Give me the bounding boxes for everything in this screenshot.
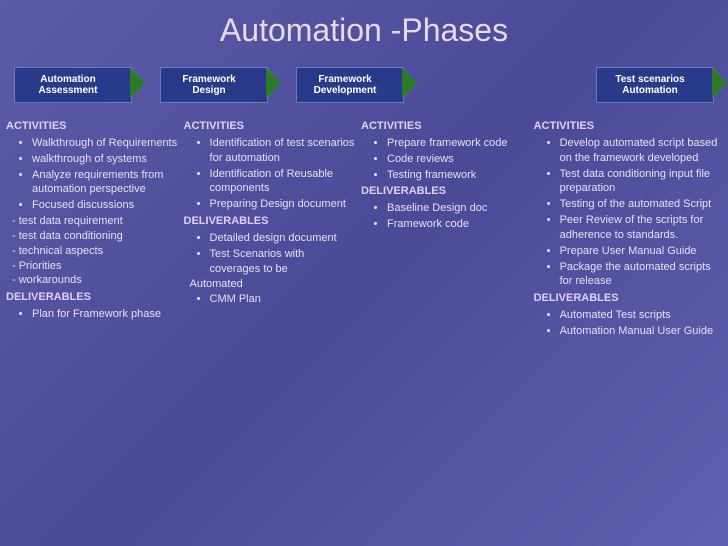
list-item: Identification of test scenarios for aut…: [210, 136, 358, 166]
bullet-list: Develop automated script based on the fr…: [534, 136, 722, 289]
arrow-icon: [713, 68, 727, 98]
list-item: Peer Review of the scripts for adherence…: [560, 213, 722, 243]
arrow-icon: [267, 68, 281, 98]
list-item: Focused discussions: [32, 198, 180, 213]
list-item: Prepare framework code: [387, 136, 530, 151]
list-item: Detailed design document: [210, 231, 358, 246]
bullet-list: Detailed design documentTest Scenarios w…: [184, 231, 358, 277]
list-item: Baseline Design doc: [387, 201, 530, 216]
list-item: walkthrough of systems: [32, 152, 180, 167]
list-item: Framework code: [387, 217, 530, 232]
phase-label: Framework Development: [305, 74, 385, 96]
section-head: DELIVERABLES: [534, 291, 722, 306]
section-head: ACTIVITIES: [184, 119, 358, 134]
phase-box-0: Automation Assessment: [14, 67, 132, 103]
list-item: Walkthrough of Requirements: [32, 136, 180, 151]
list-item: Analyze requirements from automation per…: [32, 168, 180, 198]
columns-container: ACTIVITIES Walkthrough of Requirementswal…: [0, 117, 728, 340]
bullet-list: Walkthrough of Requirementswalkthrough o…: [6, 136, 180, 213]
phase-box-3: Test scenarios Automation: [596, 67, 714, 103]
bullet-list: Plan for Framework phase: [6, 307, 180, 322]
page-title: Automation -Phases: [0, 0, 728, 67]
list-item: Automated Test scripts: [560, 308, 722, 323]
list-item: Develop automated script based on the fr…: [560, 136, 722, 166]
list-item: Plan for Framework phase: [32, 307, 180, 322]
phase-label: Framework Design: [169, 74, 249, 96]
list-item: Automation Manual User Guide: [560, 324, 722, 339]
phase-box-2: Framework Development: [296, 67, 404, 103]
bullet-list: Automated Test scriptsAutomation Manual …: [534, 308, 722, 339]
plain-line: - test data conditioning: [6, 229, 180, 244]
list-item: Test Scenarios with coverages to be: [210, 247, 358, 277]
phase-label: Automation Assessment: [23, 74, 113, 96]
section-head: DELIVERABLES: [6, 290, 180, 305]
list-item: Identification of Reusable components: [210, 167, 358, 197]
list-item: CMM Plan: [210, 292, 358, 307]
column-0: ACTIVITIES Walkthrough of Requirementswal…: [6, 117, 180, 340]
section-head: DELIVERABLES: [184, 214, 358, 229]
column-1: ACTIVITIES Identification of test scenari…: [184, 117, 358, 340]
column-2: ACTIVITIES Prepare framework codeCode rev…: [361, 117, 530, 340]
list-item: Testing framework: [387, 168, 530, 183]
plain-line: - test data requirement: [6, 214, 180, 229]
bullet-list: CMM Plan: [184, 292, 358, 307]
plain-line: - workarounds: [6, 273, 180, 288]
list-item: Prepare User Manual Guide: [560, 244, 722, 259]
list-item: Testing of the automated Script: [560, 197, 722, 212]
list-item: Code reviews: [387, 152, 530, 167]
plain-line: - Priorities: [6, 259, 180, 274]
list-item: Package the automated scripts for releas…: [560, 260, 722, 290]
section-head: ACTIVITIES: [534, 119, 722, 134]
bullet-list: Baseline Design docFramework code: [361, 201, 530, 232]
list-item: Test data conditioning input file prepar…: [560, 167, 722, 197]
arrow-icon: [403, 68, 417, 98]
bullet-list: Identification of test scenarios for aut…: [184, 136, 358, 212]
phase-label: Test scenarios Automation: [605, 74, 695, 96]
list-item: Preparing Design document: [210, 197, 358, 212]
section-head: DELIVERABLES: [361, 184, 530, 199]
phase-box-1: Framework Design: [160, 67, 268, 103]
plain-line: - technical aspects: [6, 244, 180, 259]
bullet-list: Prepare framework codeCode reviewsTestin…: [361, 136, 530, 183]
column-3: ACTIVITIES Develop automated script based…: [534, 117, 722, 340]
plain-line: Automated: [184, 277, 358, 292]
arrow-icon: [131, 68, 145, 98]
phases-row: Automation Assessment Framework Design Fra…: [0, 67, 728, 103]
section-head: ACTIVITIES: [361, 119, 530, 134]
section-head: ACTIVITIES: [6, 119, 180, 134]
